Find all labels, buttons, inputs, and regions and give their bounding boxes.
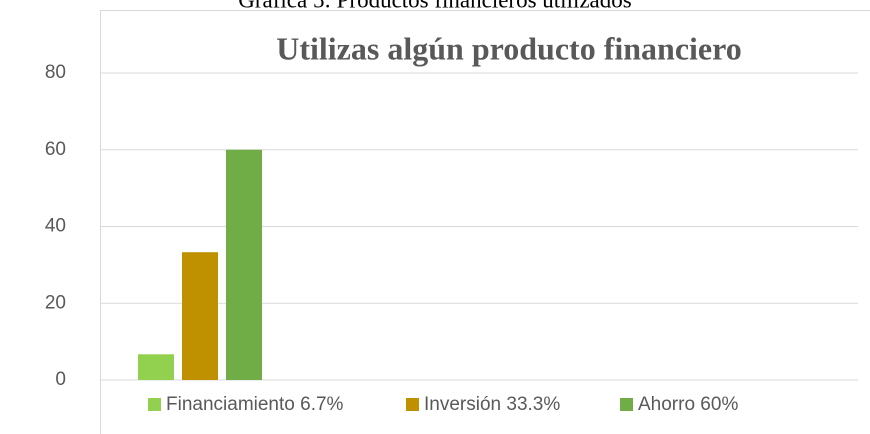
legend-swatch: [148, 398, 161, 411]
bar: [138, 354, 174, 380]
y-tick-label: 40: [45, 216, 66, 237]
legend-swatch: [406, 398, 419, 411]
legend-swatch: [620, 398, 633, 411]
y-tick-label: 60: [45, 139, 66, 160]
caption: Gráfica 5: Productos financieros utiliza…: [238, 0, 631, 12]
bar: [182, 252, 218, 380]
y-tick-label: 20: [45, 292, 66, 313]
bar: [226, 149, 262, 380]
y-tick-label: 0: [55, 369, 66, 390]
legend-label: Inversión 33.3%: [424, 394, 560, 415]
legend-label: Financiamiento 6.7%: [166, 394, 344, 415]
chart-title: Utilizas algún producto financiero: [276, 30, 742, 66]
chart-border: [100, 10, 870, 434]
y-tick-label: 80: [45, 62, 66, 83]
legend-label: Ahorro 60%: [638, 394, 738, 415]
